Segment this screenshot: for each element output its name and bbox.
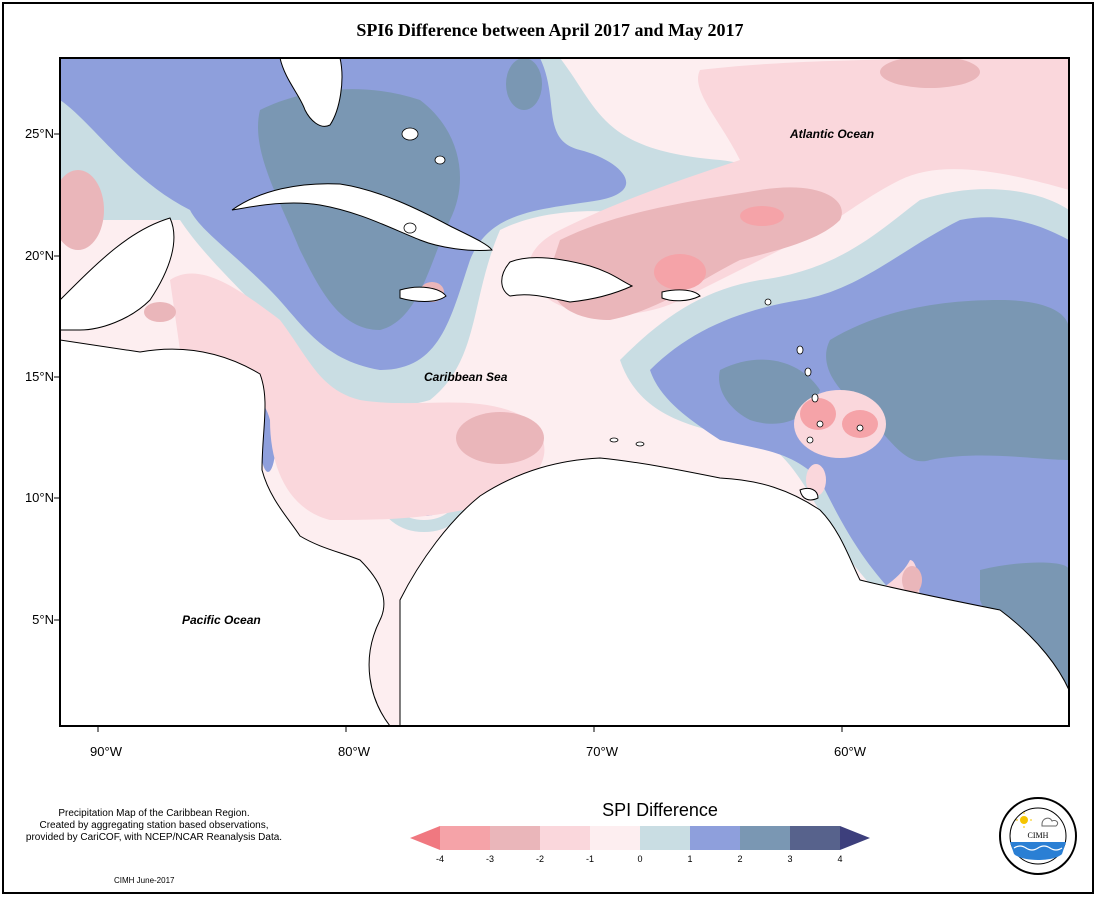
land-abc-1 xyxy=(609,437,619,443)
legend-tick-label: -2 xyxy=(535,854,544,864)
legend-arrow-low xyxy=(410,826,440,850)
lat-tick-20: 20°N xyxy=(24,248,54,263)
field-red-antilles xyxy=(800,398,836,430)
land-trinidad xyxy=(799,487,819,501)
credit-line: CIMH June-2017 xyxy=(114,876,175,885)
legend-swatch xyxy=(540,826,590,850)
field-red-guianas-2 xyxy=(902,566,922,594)
land-abc-2 xyxy=(635,441,645,447)
legend-tick-label: 1 xyxy=(687,854,693,864)
legend-tick-label: 0 xyxy=(637,854,643,864)
land-bahamas-2 xyxy=(434,155,446,165)
land-cuba xyxy=(231,183,493,251)
land-antilles-4 xyxy=(811,393,819,403)
field-red-atlantic-3 xyxy=(654,254,706,290)
lon-tick-70: 70°W xyxy=(586,744,618,759)
lon-tick-80: 80°W xyxy=(338,744,370,759)
land-antilles-3 xyxy=(804,367,812,377)
land-jamaica xyxy=(399,286,447,302)
land-antilles-2 xyxy=(796,345,804,355)
field-red-atlantic-4 xyxy=(740,206,784,226)
legend-tick-label: 4 xyxy=(837,854,843,864)
legend-colorbar xyxy=(410,826,870,850)
legend-tick-label: -3 xyxy=(485,854,494,864)
land-yucatan xyxy=(60,217,175,331)
lat-tick-25: 25°N xyxy=(24,126,54,141)
field-red-west xyxy=(60,170,104,250)
logo-name: CIMH xyxy=(1028,831,1049,840)
legend-swatch xyxy=(690,826,740,850)
label-caribbean-sea: Caribbean Sea xyxy=(424,370,508,384)
land-bahamas-1 xyxy=(401,127,419,141)
legend-swatch xyxy=(440,826,490,850)
field-red-central xyxy=(170,273,545,520)
legend-tick-label: -1 xyxy=(585,854,594,864)
field-red-honduras xyxy=(144,302,176,322)
legend-tick-label: -4 xyxy=(435,854,444,864)
lon-tick-90: 90°W xyxy=(90,744,122,759)
label-pacific-ocean: Pacific Ocean xyxy=(182,613,261,627)
legend-swatch xyxy=(740,826,790,850)
land-antilles-6 xyxy=(806,436,814,444)
lat-tick-10: 10°N xyxy=(24,490,54,505)
map-border xyxy=(59,57,1070,727)
legend-swatch xyxy=(640,826,690,850)
legend-arrow-high xyxy=(840,826,870,850)
land-central-america xyxy=(60,339,391,726)
legend-tick-label: 3 xyxy=(787,854,793,864)
land-antilles-1 xyxy=(764,298,772,306)
land-isla-juventud xyxy=(403,222,417,234)
land-south-america xyxy=(399,457,1069,726)
lon-tick-60: 60°W xyxy=(834,744,866,759)
field-blue-east-3 xyxy=(826,300,1069,462)
legend-title: SPI Difference xyxy=(602,800,718,820)
land-antilles-5 xyxy=(816,420,824,428)
lat-tick-15: 15°N xyxy=(24,369,54,384)
legend-swatch xyxy=(590,826,640,850)
map-description: Precipitation Map of the Caribbean Regio… xyxy=(25,808,283,843)
legend-swatch xyxy=(790,826,840,850)
land-florida xyxy=(279,58,343,127)
legend-swatch xyxy=(490,826,540,850)
field-blue-bahamas xyxy=(506,58,542,110)
field-red-atlantic-5 xyxy=(880,58,980,88)
field-blue-east-4 xyxy=(719,359,820,424)
field-red-antilles-3 xyxy=(806,464,826,496)
lat-tick-5: 5°N xyxy=(32,612,54,627)
land-antilles-7 xyxy=(856,424,864,432)
legend-tick-label: 2 xyxy=(737,854,743,864)
map-title: SPI6 Difference between April 2017 and M… xyxy=(356,20,744,40)
field-red-central-2 xyxy=(456,412,544,464)
field-red-antilles-2 xyxy=(842,410,878,438)
label-atlantic-ocean: Atlantic Ocean xyxy=(790,127,875,141)
cimh-logo: CIMH xyxy=(999,797,1077,875)
land-puerto-rico xyxy=(661,289,701,302)
land-hispaniola xyxy=(501,257,634,303)
